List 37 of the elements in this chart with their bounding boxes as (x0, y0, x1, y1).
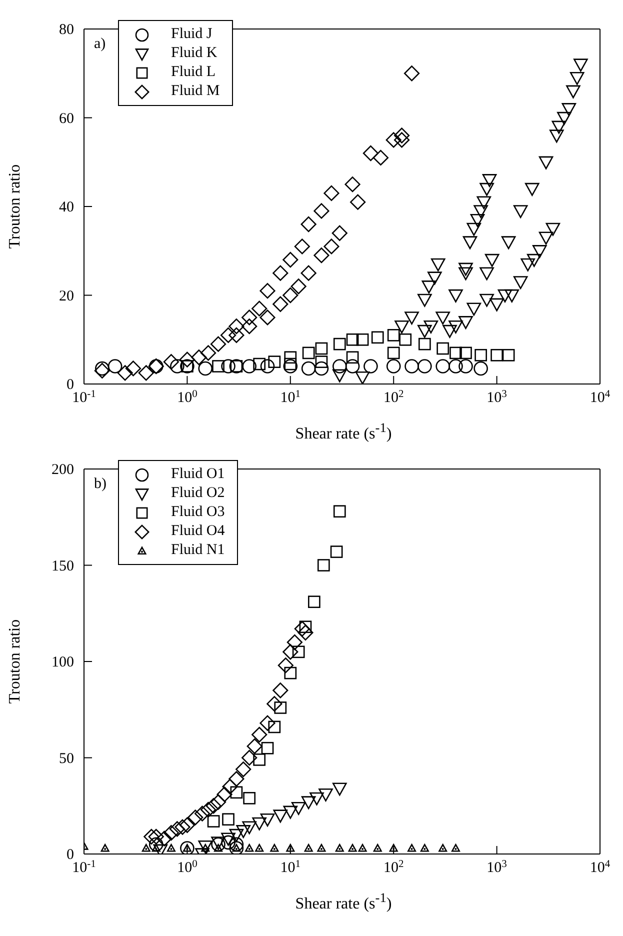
y-tick-label: 0 (66, 377, 74, 393)
legend-label: Fluid L (171, 64, 216, 81)
legend-label: Fluid O2 (171, 485, 225, 502)
legend-label: Fluid O3 (171, 504, 225, 521)
x-tick-label: 10$^{4}$ (590, 858, 611, 876)
y-tick-label: 50 (59, 750, 74, 767)
legend-label: Fluid N1 (171, 542, 225, 559)
legend-label: Fluid O1 (171, 466, 225, 483)
legend-label: Fluid J (171, 26, 212, 43)
y-tick-label: 60 (59, 110, 74, 127)
x-tick-label: 10$^{-1}$ (72, 858, 96, 876)
y-tick-label: 40 (59, 200, 74, 216)
y-tick-label: 20 (59, 288, 74, 304)
y-tick-label: 0 (66, 847, 74, 863)
y-tick-label: 200 (52, 462, 74, 478)
x-axis-title: Shear rate (s$^{-1}$) (294, 420, 393, 444)
y-tick-label: 150 (52, 558, 74, 574)
x-tick-label: 10$^{3}$ (486, 388, 507, 406)
x-tick-label: 10$^{2}$ (383, 858, 404, 876)
y-tick-label: 100 (52, 654, 74, 670)
annotation: b) (94, 476, 106, 493)
x-tick-label: 10$^{3}$ (486, 858, 507, 876)
legend-label: Fluid O4 (171, 523, 225, 540)
x-axis-title: Shear rate (s$^{-1}$) (294, 890, 393, 914)
y-axis-title: Trouton ratio (6, 164, 24, 249)
y-tick-label: 80 (59, 22, 74, 38)
y-axis-title: Trouton ratio (6, 619, 24, 704)
x-tick-label: 10$^{0}$ (177, 388, 198, 406)
x-tick-label: 10$^{4}$ (590, 388, 611, 406)
x-tick-label: 10$^{0}$ (177, 858, 198, 876)
legend-label: Fluid M (171, 83, 220, 100)
x-tick-label: 10$^{1}$ (280, 858, 301, 876)
x-tick-label: 10$^{2}$ (383, 388, 404, 406)
annotation: a) (94, 36, 106, 53)
x-tick-label: 10$^{1}$ (280, 388, 301, 406)
legend-label: Fluid K (171, 45, 218, 62)
x-tick-label: 10$^{-1}$ (72, 388, 96, 406)
